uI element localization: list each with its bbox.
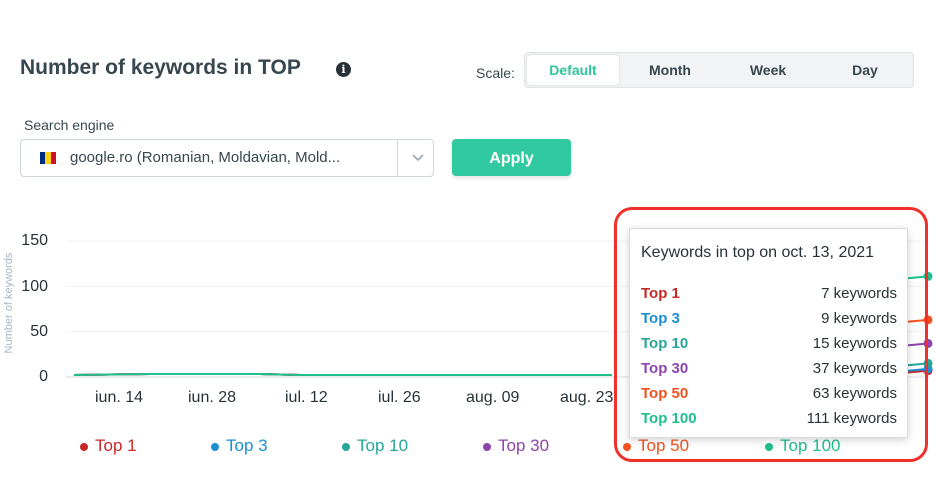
tooltip-series-value: 15 keywords [812,335,897,352]
page-title: Number of keywords in TOP [20,56,301,79]
legend-item-top-10[interactable]: Top 10 [342,436,408,456]
chevron-down-icon[interactable] [409,148,427,166]
tooltip-series-value: 111 keywords [806,410,897,427]
legend-label: Top 30 [498,436,550,455]
scale-week-button[interactable]: Week [749,62,787,78]
tooltip-row: Top 1 7 keywords [641,285,897,307]
tooltip-series-value: 63 keywords [812,385,897,402]
tooltip-series-value: 37 keywords [812,360,897,377]
legend-label: Top 10 [357,436,409,455]
tooltip-series-name: Top 1 [641,285,680,302]
x-tick-label: iul. 26 [378,389,421,406]
legend-dot [765,442,773,451]
legend-dot [342,442,350,451]
x-tick-label: iun. 14 [95,389,144,406]
legend-label: Top 100 [780,436,841,455]
scale-default-button[interactable]: Default [527,55,619,85]
romania-flag-icon [40,152,56,164]
x-tick-label: iun. 28 [188,389,237,406]
data-point-top-30[interactable] [923,338,933,348]
data-point-top-100[interactable] [923,271,933,281]
legend-dot [211,442,219,451]
tooltip-row: Top 30 37 keywords [641,360,897,382]
search-engine-label: Search engine [24,117,115,133]
scale-day-button[interactable]: Day [852,62,878,78]
series-line-top-100 [73,373,612,376]
legend-label: Top 50 [638,436,690,455]
scale-month-button[interactable]: Month [649,62,691,78]
tooltip-row: Top 50 63 keywords [641,385,897,407]
tooltip-series-name: Top 30 [641,360,689,377]
data-point-top-10[interactable] [923,358,933,368]
x-tick-label: aug. 09 [466,389,520,406]
scale-label: Scale: [476,65,515,81]
tooltip-row: Top 3 9 keywords [641,310,897,332]
info-icon[interactable]: i [336,62,351,77]
search-engine-value: google.ro (Romanian, Moldavian, Mold... [70,149,341,166]
legend-item-top-100[interactable]: Top 100 [765,436,841,456]
legend-item-top-30[interactable]: Top 30 [483,436,549,456]
tooltip-series-value: 7 keywords [821,285,897,302]
data-point-top-50[interactable] [923,315,933,325]
legend-dot [80,442,88,451]
x-tick-label: iul. 12 [285,389,328,406]
legend-item-top-3[interactable]: Top 3 [211,436,268,456]
y-tick-label: 0 [39,368,48,385]
select-divider [397,140,398,176]
y-tick-label: 100 [21,278,48,295]
tooltip-row: Top 100 111 keywords [641,410,897,432]
tooltip-series-name: Top 10 [641,335,689,352]
legend-item-top-1[interactable]: Top 1 [80,436,137,456]
chart-tooltip: Keywords in top on oct. 13, 2021 Top 1 7 … [629,228,908,438]
tooltip-title: Keywords in top on oct. 13, 2021 [641,244,875,261]
legend-dot [623,442,631,451]
y-tick-label: 50 [30,323,48,340]
x-tick-label: aug. 23 [560,389,614,406]
scale-toggle-group: Default Month Week Day [524,52,914,88]
search-engine-select[interactable]: google.ro (Romanian, Moldavian, Mold... [20,139,434,177]
apply-button[interactable]: Apply [452,139,571,176]
tooltip-series-name: Top 100 [641,410,697,427]
legend-item-top-50[interactable]: Top 50 [623,436,689,456]
tooltip-series-name: Top 50 [641,385,689,402]
legend-label: Top 3 [226,436,268,455]
tooltip-series-name: Top 3 [641,310,680,327]
tooltip-series-value: 9 keywords [821,310,897,327]
y-tick-label: 150 [21,232,48,249]
legend-label: Top 1 [95,436,137,455]
legend-dot [483,442,491,451]
tooltip-row: Top 10 15 keywords [641,335,897,357]
